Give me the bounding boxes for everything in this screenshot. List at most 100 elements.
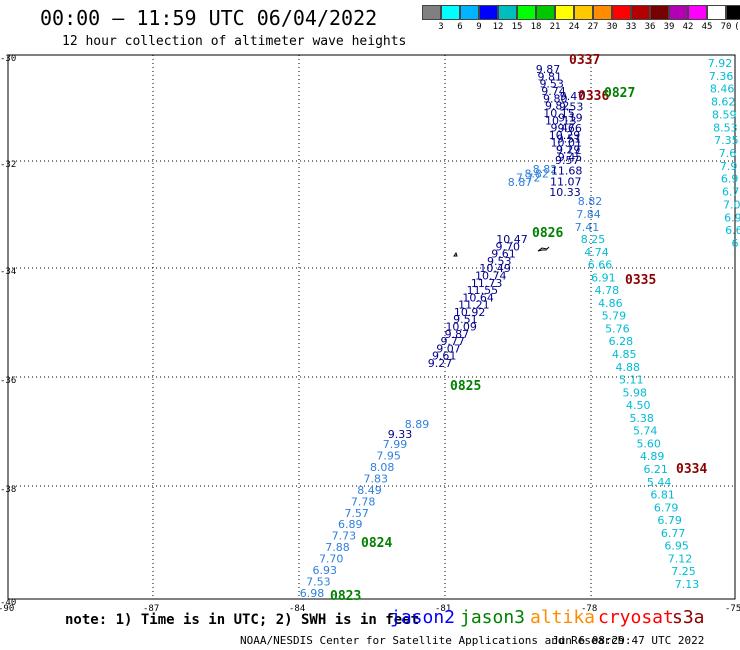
- wave-height-value: 10.49: [479, 262, 511, 275]
- wave-height-value: 4.50: [626, 399, 651, 412]
- map-frame: [7, 54, 736, 600]
- wave-height-value: 7.70: [319, 553, 344, 566]
- wave-height-value: 7.84: [576, 208, 601, 221]
- legend-label: 12: [492, 22, 504, 32]
- wave-height-value: 6.95: [664, 540, 689, 553]
- wave-height-value: 7.6: [719, 147, 737, 160]
- wave-height-value: 10.09: [445, 321, 477, 334]
- legend-label: 70: [720, 22, 732, 32]
- satellite-legend-altika: altika: [530, 607, 596, 628]
- wave-height-value: 11.73: [471, 277, 503, 290]
- wave-height-value: 9.51: [453, 313, 478, 326]
- longitude-label: -81: [435, 604, 451, 614]
- wave-height-value: 5.38: [629, 412, 654, 425]
- pass-time-label: 0334: [676, 462, 707, 477]
- wave-height-value: 9.74: [541, 85, 566, 98]
- latitude-label: -34: [0, 267, 16, 277]
- wave-height-value: 5.44: [647, 476, 672, 489]
- longitude-label: -84: [289, 604, 305, 614]
- island-outline: [537, 246, 550, 252]
- legend-swatch: [726, 5, 740, 20]
- legend-label: 45: [701, 22, 713, 32]
- wave-height-value: 6.93: [313, 564, 338, 577]
- wave-height-value: 9.57: [555, 154, 580, 167]
- wave-height-value: 10.15: [543, 107, 575, 120]
- wave-height-value: 6.81: [650, 489, 675, 502]
- wave-height-value: 9.80: [543, 92, 568, 105]
- wave-height-value: 4.85: [612, 348, 637, 361]
- wave-height-value: 9.66: [557, 122, 582, 135]
- wave-height-value: 6.77: [661, 527, 686, 540]
- legend-label: 39: [663, 22, 675, 32]
- wave-height-value: 7.72: [516, 172, 541, 185]
- satellite-legend-cryosat: cryosat: [598, 607, 674, 628]
- wave-height-value: 8.59: [712, 108, 737, 121]
- wave-height-value: 9.82: [545, 100, 570, 113]
- island-outline: [453, 251, 458, 257]
- wave-height-value: 9.51: [557, 133, 582, 146]
- pass-time-label: 0825: [450, 379, 481, 394]
- wave-height-value: 10.64: [462, 291, 494, 304]
- wave-height-value: 8.49: [357, 484, 382, 497]
- pass-time-label: 0335: [625, 273, 656, 288]
- wave-height-value: 11.68: [551, 165, 583, 178]
- wave-height-value: 11.21: [458, 299, 490, 312]
- grid-lines: [8, 55, 735, 599]
- wave-height-value: 11.55: [467, 284, 499, 297]
- wave-height-value: 8.89: [405, 418, 430, 431]
- wave-height-value: 8.62: [711, 96, 736, 109]
- wave-height-value: 10.13: [545, 114, 577, 127]
- wave-height-value: 6.28: [609, 335, 634, 348]
- wave-height-value: 7.41: [575, 221, 600, 234]
- longitude-label: -75: [725, 604, 740, 614]
- legend-label: 9: [476, 22, 482, 32]
- legend-label: 30: [606, 22, 618, 32]
- legend-swatch: [669, 5, 688, 20]
- wave-height-value: 5.11: [619, 374, 644, 387]
- wave-height-value: 6.89: [338, 518, 363, 531]
- legend-label: 3: [438, 22, 444, 32]
- legend-label: 24: [568, 22, 580, 32]
- wave-height-value: 9.61: [432, 350, 457, 363]
- wave-height-value: 7.25: [671, 565, 696, 578]
- map-title: 00:00 – 11:59 UTC 06/04/2022: [40, 6, 378, 30]
- wave-height-value: 9.47: [550, 122, 575, 135]
- wave-height-value: 8.87: [508, 176, 533, 189]
- pass-time-label: 0336: [578, 89, 609, 104]
- legend-label: (ft): [734, 22, 740, 32]
- satellite-legend-jason3: jason3: [460, 607, 526, 628]
- wave-height-value: 7.92: [708, 57, 733, 70]
- legend-swatch: [441, 5, 460, 20]
- wave-height-value: 9.61: [491, 248, 516, 261]
- wave-height-value: 7.95: [376, 450, 401, 463]
- pass-time-label: 0823: [330, 589, 361, 604]
- wave-height-value: 4.78: [595, 284, 620, 297]
- wave-height-value: 4.89: [640, 450, 665, 463]
- wave-height-value: 9.53: [559, 101, 584, 114]
- footnote: note: 1) Time is in UTC; 2) SWH is in fe…: [65, 612, 420, 628]
- legend-swatch: [422, 5, 441, 20]
- satellite-legend-s3a: s3a: [672, 607, 705, 628]
- legend-label: 33: [625, 22, 637, 32]
- wave-height-value: 9.07: [436, 342, 461, 355]
- wave-height-value: 5.60: [636, 437, 661, 450]
- wave-height-value: 10.47: [496, 233, 528, 246]
- island-outlines: [453, 246, 550, 257]
- wave-height-value: 7.83: [364, 472, 389, 485]
- wave-height-value: 8.82: [533, 163, 558, 176]
- pass-time-label: 0826: [532, 226, 563, 241]
- wave-height-value: 9.19: [558, 111, 583, 124]
- wave-height-value: 7.9: [720, 160, 738, 173]
- wave-height-value: 5.98: [623, 386, 648, 399]
- wave-height-value: 9.53: [487, 255, 512, 268]
- wave-height-value: 9.33: [388, 428, 413, 441]
- wave-height-value: 6.79: [654, 501, 679, 514]
- legend-swatch: [688, 5, 707, 20]
- satellite-legend-jason2: jason2: [390, 607, 456, 628]
- wave-height-value: 5.76: [605, 322, 630, 335]
- wave-height-value: 7.78: [351, 495, 376, 508]
- longitude-label: -78: [581, 604, 597, 614]
- wave-height-value: 7.53: [306, 576, 331, 589]
- wave-height-value: 6.79: [657, 514, 682, 527]
- wave-height-value: 7.0: [723, 198, 740, 211]
